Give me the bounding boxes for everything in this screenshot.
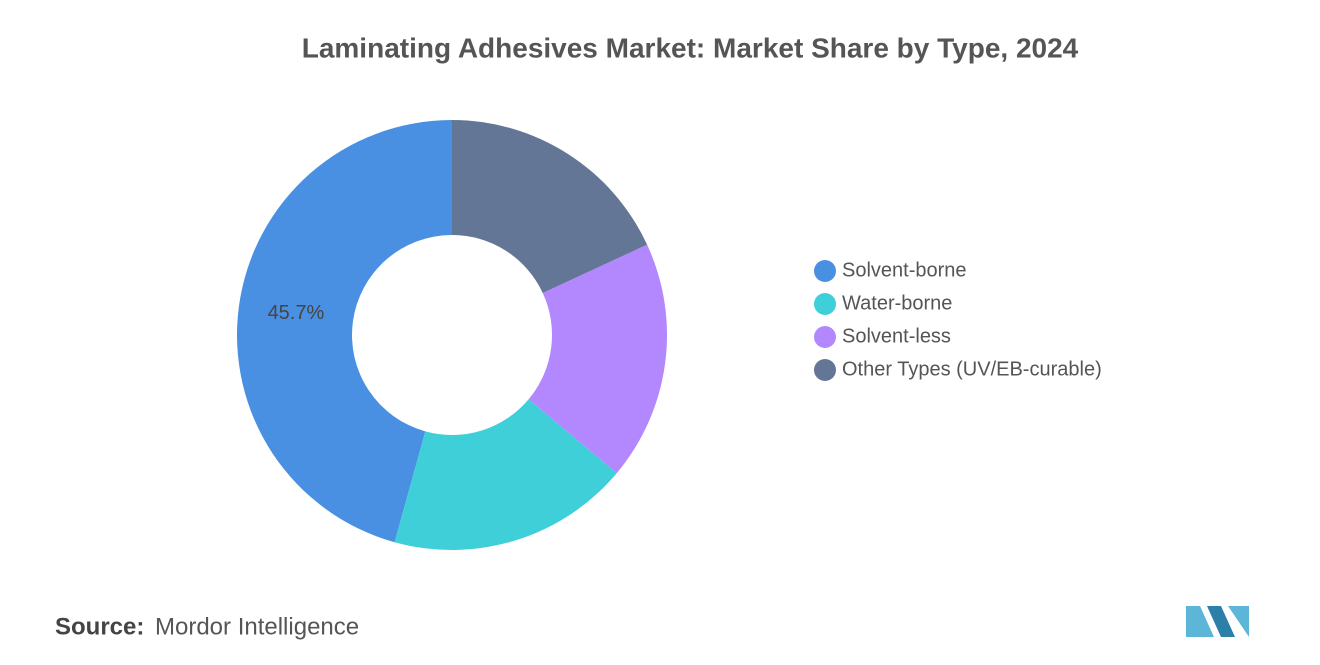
logo (1186, 606, 1249, 637)
legend-marker (814, 359, 836, 381)
legend-marker (814, 260, 836, 282)
source-label: Source: (55, 613, 144, 640)
legend-label: Water-borne (842, 292, 952, 314)
donut-segment (237, 120, 452, 543)
legend-label: Solvent-borne (842, 259, 967, 281)
chart-title: Laminating Adhesives Market: Market Shar… (302, 32, 1079, 63)
donut-segment (394, 399, 617, 550)
data-label: 45.7% (268, 302, 325, 324)
legend-label: Solvent-less (842, 325, 951, 347)
legend-label: Other Types (UV/EB-curable) (842, 358, 1102, 380)
legend-marker (814, 293, 836, 315)
source: Mordor Intelligence (155, 613, 359, 640)
donut-segment (528, 244, 667, 474)
legend-marker (814, 326, 836, 348)
donut-segment (452, 120, 648, 293)
